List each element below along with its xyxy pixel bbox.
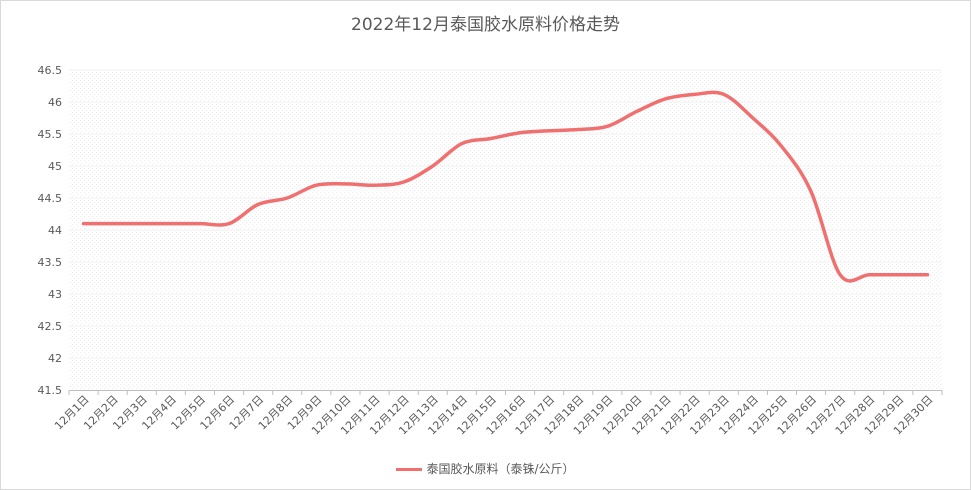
y-tick-label: 43 [48, 288, 62, 301]
y-tick-label: 41.5 [38, 384, 63, 397]
y-tick-label: 43.5 [38, 256, 63, 269]
y-tick-label: 44.5 [38, 192, 63, 205]
y-tick-label: 44 [48, 224, 62, 237]
legend-label: 泰国胶水原料（泰铢/公斤） [426, 462, 575, 476]
chart-title: 2022年12月泰国胶水原料价格走势 [351, 15, 620, 35]
x-axis [68, 390, 943, 395]
y-tick-label: 42.5 [38, 320, 63, 333]
y-tick-label: 42 [48, 352, 62, 365]
y-tick-label: 46.5 [38, 64, 63, 77]
series-group [81, 90, 930, 283]
series-line [81, 90, 930, 283]
y-axis: 41.5 42 42.5 43 43.5 44 44.5 45 45.5 46 46.5 [38, 64, 63, 397]
x-tick-labels: 12月1日12月2日12月3日12月4日12月5日12月6日12月7日12月8日… [52, 393, 935, 438]
y-tick-label: 46 [48, 96, 62, 109]
y-tick-label: 45.5 [38, 128, 63, 141]
legend[interactable]: 泰国胶水原料（泰铢/公斤） [0, 460, 971, 477]
y-tick-label: 45 [48, 160, 62, 173]
legend-swatch [396, 468, 423, 471]
